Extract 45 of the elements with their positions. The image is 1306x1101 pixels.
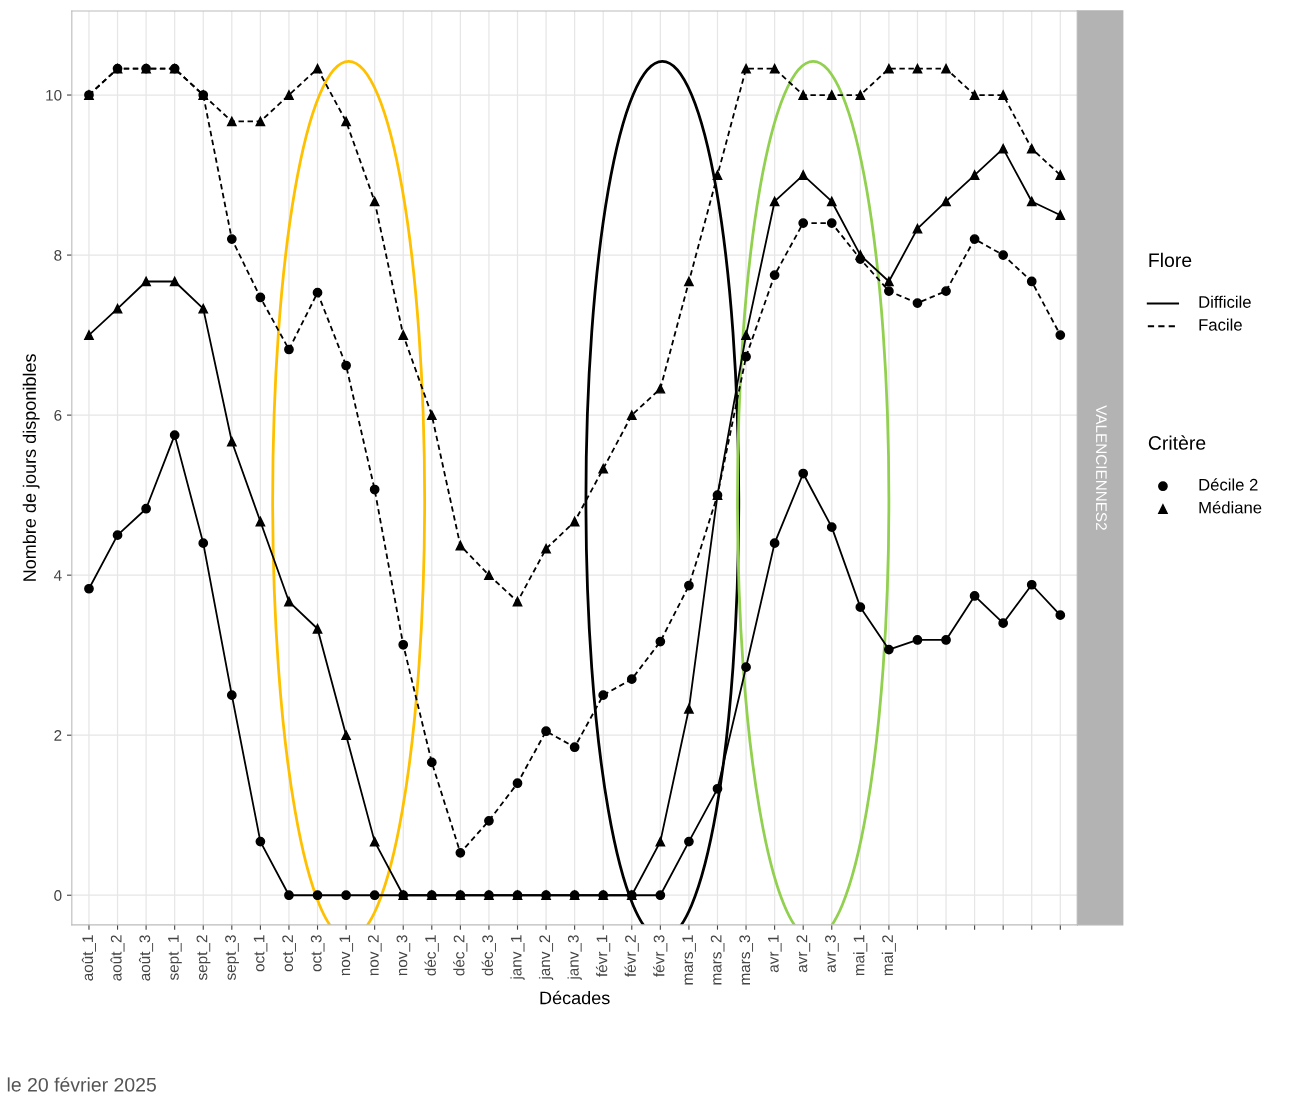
x-tick-label: mars_2	[710, 935, 725, 985]
y-axis-title: Nombre de jours disponibles	[22, 354, 40, 581]
x-tick-label: sept_1	[168, 935, 182, 980]
x-tick-label: mai_2	[881, 935, 896, 976]
text: Difficile	[1199, 295, 1251, 308]
x-tick-label: déc_2	[453, 935, 468, 976]
x-tick-label: févr_2	[624, 935, 639, 977]
x-tick-label: nov_1	[339, 935, 354, 976]
x-tick-label: janv_3	[567, 935, 582, 980]
x-tick-label: janv_2	[538, 935, 554, 980]
x-tick-label: oct_1	[253, 935, 268, 972]
x-tick-label: sept_3	[225, 935, 239, 980]
x-tick-label: mai_1	[853, 935, 868, 976]
x-tick-label: août_2	[110, 935, 125, 981]
x-tick-label: janv_1	[510, 935, 525, 980]
x-tick-label: avr_2	[796, 935, 811, 973]
x-tick-label: août_3	[138, 935, 154, 981]
text: le 20 février 2025	[7, 1077, 156, 1092]
y-tick-label: 6	[54, 409, 62, 421]
x-tick-label: févr_3	[653, 935, 668, 977]
text: Facile	[1199, 318, 1242, 331]
y-tick-label: 4	[53, 570, 62, 581]
x-tick-label: déc_3	[481, 935, 496, 976]
x-axis-title: Décades	[540, 990, 610, 1005]
x-tick-label: oct_2	[282, 935, 296, 972]
text: Critère	[1148, 435, 1206, 450]
y-tick-label: 0	[54, 890, 62, 901]
y-tick-label: 10	[46, 89, 62, 101]
y-tick-label: 2	[54, 730, 62, 741]
x-tick-label: avr_1	[768, 935, 782, 973]
text: Médiane	[1199, 501, 1262, 514]
x-tick-label: avr_3	[825, 935, 839, 973]
x-tick-label: oct_3	[310, 935, 325, 972]
x-tick-label: août_1	[81, 935, 96, 981]
text: Flore	[1149, 252, 1192, 268]
x-tick-label: déc_1	[424, 935, 439, 976]
x-tick-label: sept_2	[196, 935, 211, 980]
x-tick-label: févr_1	[595, 935, 611, 977]
x-tick-label: nov_2	[367, 935, 382, 976]
x-tick-label: mars_1	[682, 935, 696, 985]
y-tick-label: 8	[54, 249, 62, 261]
x-tick-label: nov_3	[396, 935, 411, 976]
text: VALENCIENNES2	[1095, 405, 1107, 530]
text: Décile 2	[1199, 478, 1258, 491]
x-tick-label: mars_3	[739, 935, 754, 985]
